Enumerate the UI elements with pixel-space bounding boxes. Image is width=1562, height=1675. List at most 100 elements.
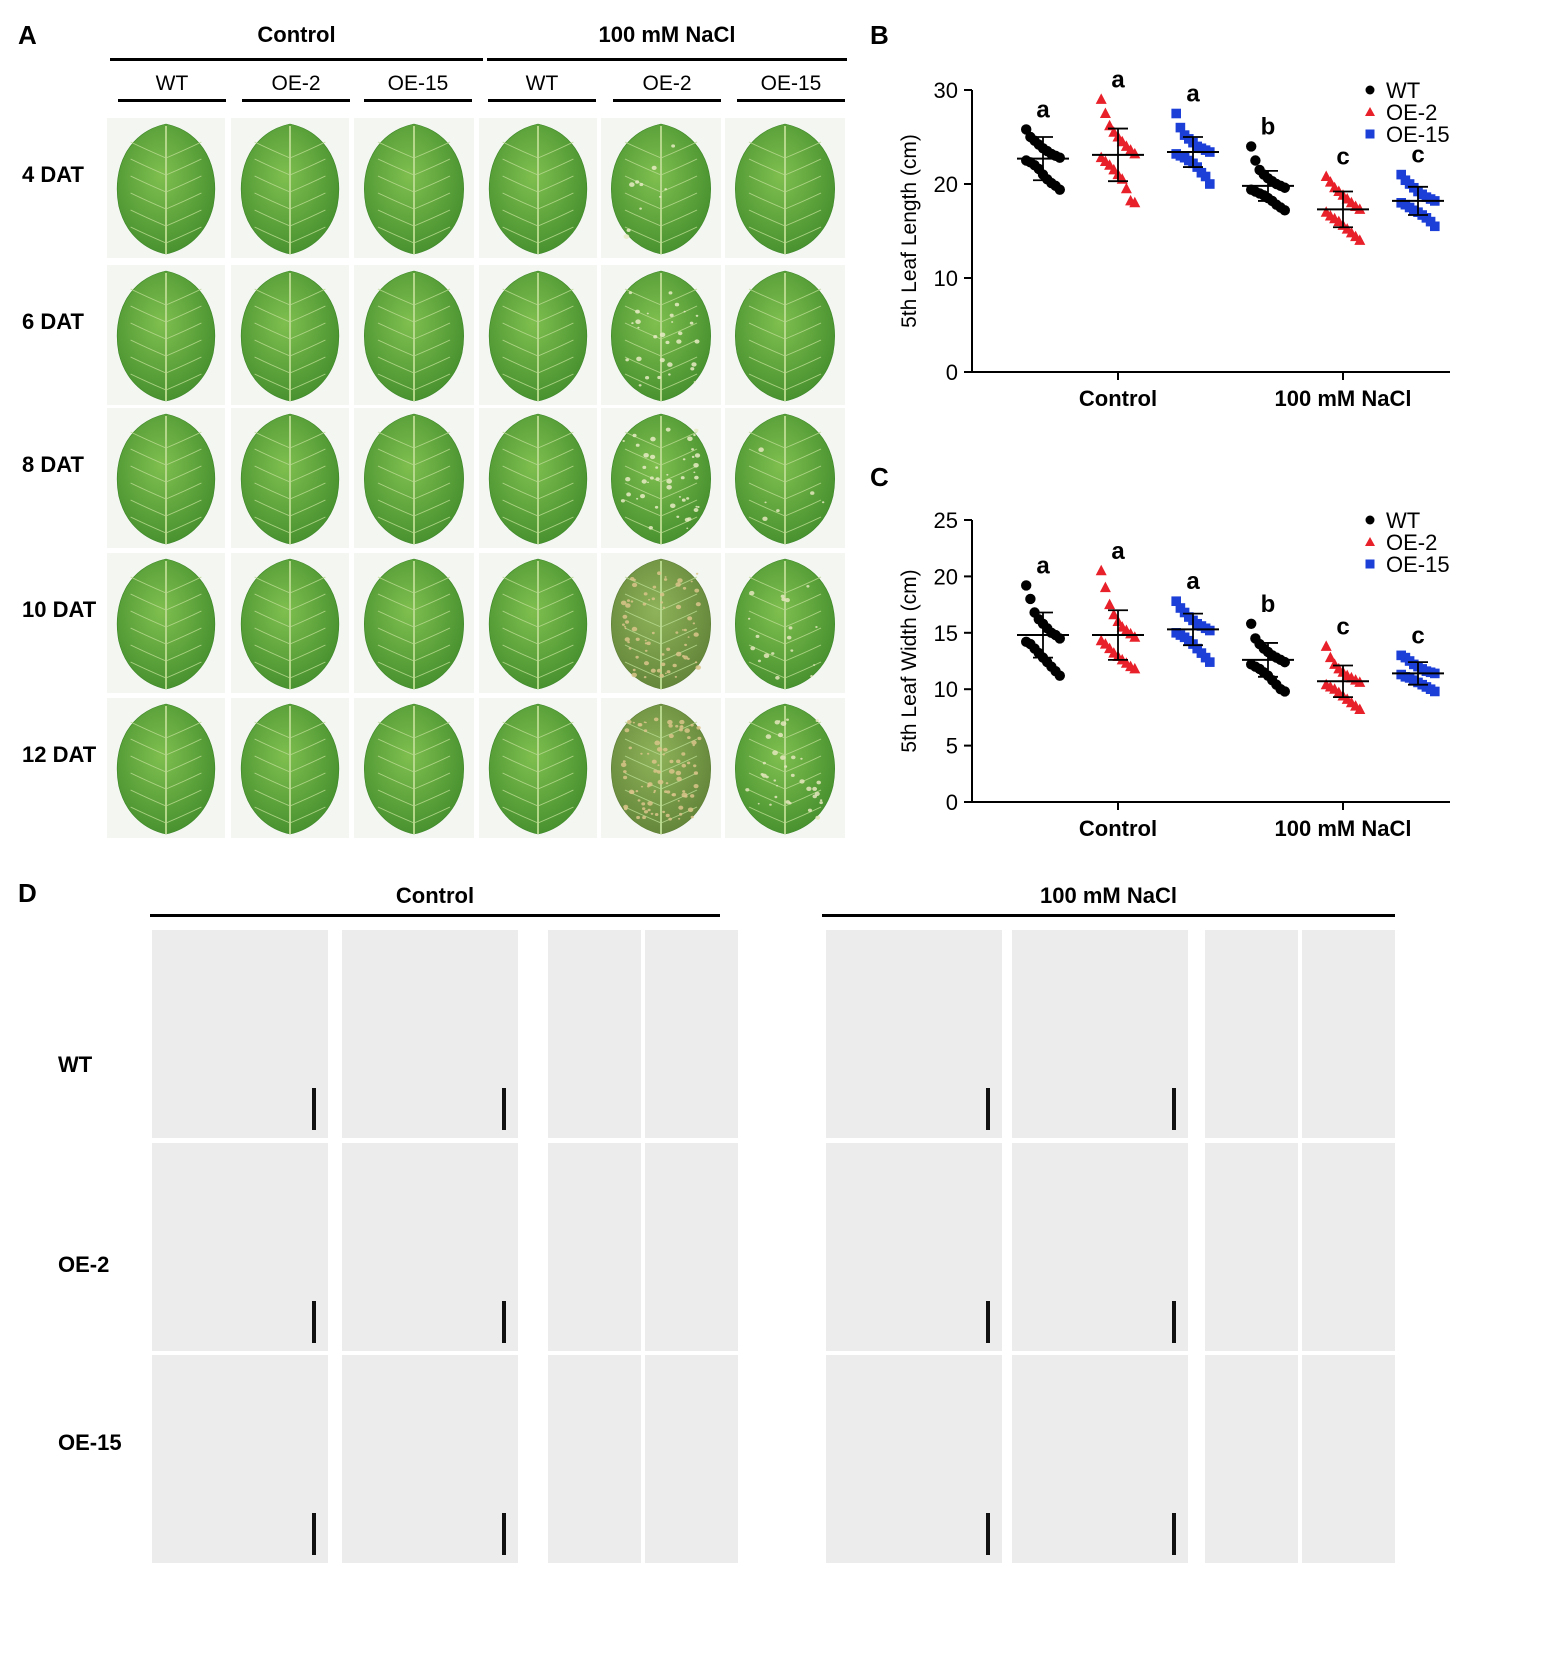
panel-d-photo-background — [826, 1143, 1002, 1351]
panel-a-condition-nacl: 100 mM NaCl — [598, 22, 736, 47]
panel-a-leaf-photo — [354, 698, 474, 838]
leaf-illustration — [611, 413, 711, 545]
leaf-illustration — [364, 123, 464, 255]
panel-d-photo-background — [1205, 1143, 1298, 1351]
chart-c-data-point — [1099, 581, 1111, 593]
panel-a-timepoint-label: 4 DAT — [22, 162, 84, 187]
chart-b-data-point — [1396, 169, 1406, 180]
chart-c-legend-marker — [1365, 537, 1375, 546]
chart-b-legend-marker — [1365, 107, 1375, 116]
chart-b-y-tick-label: 10 — [934, 266, 958, 291]
leaf-illustration — [735, 413, 835, 545]
panel-d-leaf-photo — [152, 1143, 328, 1351]
chart-c-y-tick-label: 0 — [946, 790, 958, 815]
panel-a-genotype-underline — [488, 99, 596, 102]
chart-c-data-point — [1021, 580, 1032, 591]
panel-d-label: D — [18, 878, 37, 908]
leaf-illustration — [735, 703, 835, 835]
panel-a-genotype-underline — [364, 99, 472, 102]
panel-d-leaf-photo — [1205, 930, 1298, 1138]
chart-b-series-oe-15: a — [1167, 81, 1219, 189]
chart-b-data-point — [1279, 205, 1290, 216]
panel-d-leaf-photo — [1205, 1143, 1298, 1351]
leaf-illustration — [611, 270, 711, 402]
panel-a-leaf-photo — [231, 698, 349, 838]
leaf-illustration — [735, 270, 835, 402]
chart-b-series-oe-2: a — [1092, 66, 1144, 208]
panel-a-control-underline — [110, 58, 483, 61]
leaf-illustration — [488, 703, 588, 835]
panel-a-leaf-photo — [354, 118, 474, 258]
panel-d-row-label-wt: WT — [58, 1052, 93, 1077]
panel-a-leaf-photo — [725, 553, 845, 693]
panel-a-genotype-header: OE-15 — [760, 72, 822, 95]
chart-c-series-oe-2: a — [1092, 538, 1144, 674]
panel-a-genotype-underline — [242, 99, 350, 102]
chart-b-data-point — [1320, 170, 1332, 181]
leaf-illustration — [611, 558, 711, 690]
panel-a-leaf-photo — [725, 408, 845, 548]
chart-b-data-point — [1200, 171, 1211, 182]
chart-b-legend-entry: WT — [1386, 78, 1420, 103]
chart-b-significance-letter: a — [1036, 96, 1050, 123]
chart-c-data-point — [1320, 640, 1332, 651]
panel-a-condition-control: Control — [257, 22, 336, 47]
panel-d-leaf-photo — [645, 1143, 738, 1351]
panel-a-timepoint-label: 10 DAT — [22, 597, 97, 622]
chart-b-data-point — [1250, 155, 1261, 166]
panel-a-leaf-photo — [231, 265, 349, 405]
panel-d-row-label-oe2: OE-2 — [58, 1252, 110, 1277]
panel-a-label: A — [18, 20, 37, 50]
panel-d-photo-background — [342, 930, 518, 1138]
panel-d-leaf-photo — [826, 930, 1002, 1138]
leaf-illustration — [488, 270, 588, 402]
panel-d-photo-background — [152, 1355, 328, 1563]
leaf-illustration — [364, 413, 464, 545]
chart-b-data-point — [1205, 179, 1215, 189]
panel-d-photo-background — [645, 1355, 738, 1563]
chart-b-data-point — [1279, 182, 1290, 193]
chart-b-data-point — [1095, 93, 1107, 104]
chart-c-data-point — [1354, 703, 1366, 715]
chart-b-significance-letter: c — [1336, 143, 1349, 170]
panel-d-leaf-photo — [1205, 1355, 1298, 1563]
chart-c-data-point — [1025, 593, 1036, 605]
chart-c-legend-entry: OE-2 — [1386, 530, 1437, 555]
chart-b-group-label: Control — [1079, 386, 1157, 411]
panel-a-leaf-photo — [725, 265, 845, 405]
panel-d-photo-background — [548, 1355, 641, 1563]
panel-a-leaf-photo — [725, 118, 845, 258]
panel-d-photo-background — [1302, 1355, 1395, 1563]
panel-d-leaf-photo — [1302, 930, 1395, 1138]
panel-a-genotype-header: OE-2 — [642, 72, 692, 95]
chart-c-y-tick-label: 25 — [934, 508, 958, 533]
panel-d-scale-bar — [986, 1513, 990, 1555]
panel-a-leaf-photo — [231, 553, 349, 693]
chart-c-data-point — [1171, 596, 1181, 607]
leaf-illustration — [488, 413, 588, 545]
chart-c-data-point — [1205, 657, 1215, 667]
panel-d-row-label-oe15: OE-15 — [58, 1430, 122, 1455]
panel-d-photo-background — [645, 1143, 738, 1351]
panel-a-genotype-underline — [737, 99, 845, 102]
leaf-illustration — [116, 413, 216, 545]
chart-c-significance-letter: a — [1186, 568, 1200, 595]
panel-d-leaf-photo — [645, 930, 738, 1138]
chart-b-axes: 0 10 20 30 — [934, 78, 1450, 385]
leaf-illustration — [240, 413, 340, 545]
panel-d-photo-background — [1302, 930, 1395, 1138]
panel-a-leaf-photo — [354, 265, 474, 405]
panel-d-photo-background — [152, 930, 328, 1138]
chart-c-data-point — [1279, 656, 1290, 668]
chart-b-y-tick-label: 20 — [934, 172, 958, 197]
panel-d-scale-bar — [312, 1088, 316, 1130]
leaf-illustration — [735, 123, 835, 255]
panel-d-condition-nacl: 100 mM NaCl — [1040, 883, 1177, 908]
chart-c-y-tick-label: 5 — [946, 734, 958, 759]
chart-c-y-tick-label: 15 — [934, 621, 958, 646]
panel-d-photo-background — [548, 930, 641, 1138]
chart-b-significance-letter: c — [1411, 142, 1424, 169]
panel-d-leaf-photo — [152, 930, 328, 1138]
chart-c-data-point — [1205, 625, 1215, 636]
